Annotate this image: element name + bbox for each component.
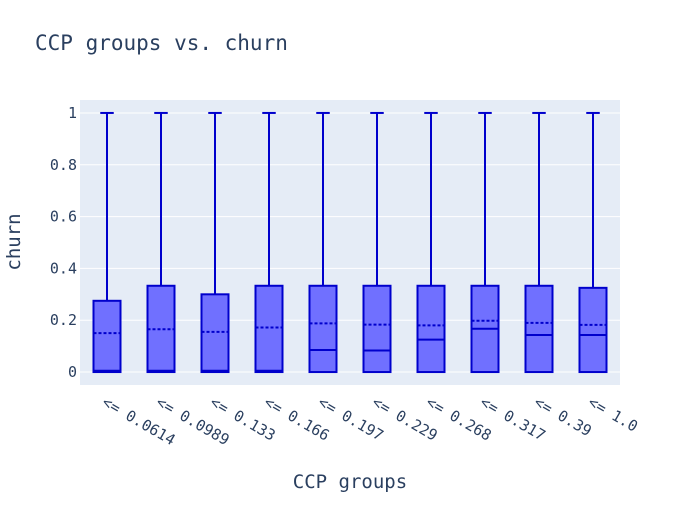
- y-tick-label: 0.4: [50, 259, 77, 277]
- box-plots: [92, 111, 608, 374]
- box-body: [254, 284, 284, 374]
- box-10: [578, 111, 608, 374]
- y-tick-label: 0: [68, 363, 77, 381]
- box-7: [416, 111, 446, 374]
- box-body: [308, 284, 338, 374]
- box-body: [362, 284, 392, 374]
- box-6: [362, 111, 392, 374]
- box-body: [416, 284, 446, 374]
- box-body: [524, 284, 554, 374]
- chart-title: CCP groups vs. churn: [35, 31, 288, 55]
- box-4: [254, 111, 284, 374]
- x-axis-title: CCP groups: [293, 471, 407, 493]
- y-axis-title: churn: [3, 213, 25, 270]
- y-axis-ticks: 0 0.2 0.4 0.6 0.8 1: [50, 104, 77, 381]
- x-axis-ticks: <= 0.0614<= 0.0989<= 0.133<= 0.166<= 0.1…: [99, 393, 641, 449]
- box-1: [92, 111, 122, 374]
- box-3: [200, 111, 230, 374]
- box-2: [146, 111, 176, 374]
- y-tick-label: 0.8: [50, 156, 77, 174]
- y-tick-label: 0.2: [50, 311, 77, 329]
- box-body: [92, 299, 122, 374]
- box-5: [308, 111, 338, 374]
- box-8: [470, 111, 500, 374]
- y-tick-label: 0.6: [50, 208, 77, 226]
- box-9: [524, 111, 554, 374]
- box-body: [578, 286, 608, 374]
- y-tick-label: 1: [68, 104, 77, 122]
- x-tick-label: <= 1.0: [585, 393, 641, 436]
- box-body: [200, 293, 230, 374]
